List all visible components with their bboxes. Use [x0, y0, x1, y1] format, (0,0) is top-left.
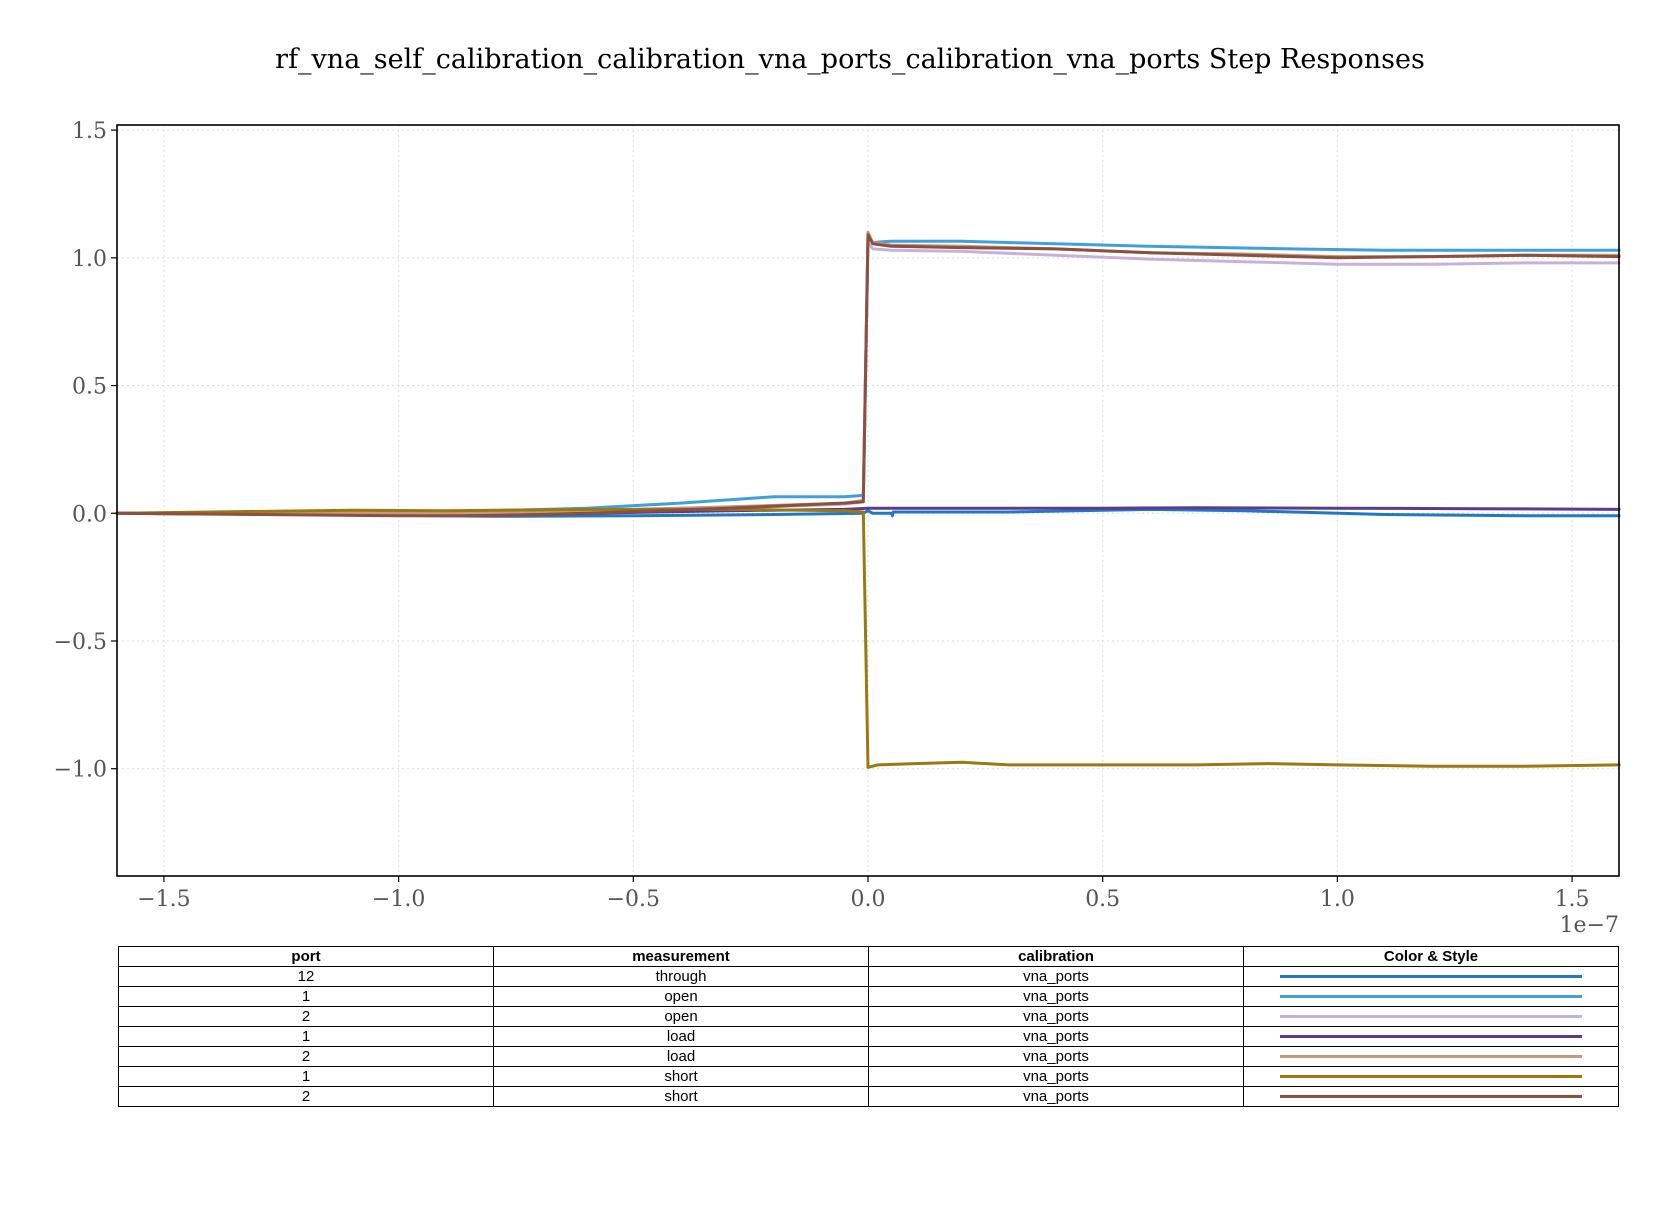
line-style-swatch — [1280, 1035, 1582, 1038]
series-lines — [115, 230, 1621, 769]
cell-port: 12 — [118, 966, 494, 987]
table-row: 1 short vna_ports — [118, 1066, 1619, 1087]
line-style-swatch — [1280, 995, 1582, 998]
axis-ticks: −1.5 −1.0 −0.5 0.0 0.5 1.0 1.5 1.5 1.0 0.5 0.0 −0.5… — [54, 119, 1590, 912]
cell-measurement: short — [493, 1086, 869, 1107]
x-tick-label: −1.0 — [372, 887, 425, 912]
header-calibration: calibration — [868, 946, 1244, 967]
series-line-5 — [115, 507, 1621, 769]
y-tick-label: −1.0 — [54, 758, 107, 783]
header-color-style: Color & Style — [1243, 946, 1619, 967]
table-row: 2 open vna_ports — [118, 1006, 1619, 1027]
table-row: 12 through vna_ports — [118, 966, 1619, 987]
y-tick-label: 1.0 — [72, 247, 107, 272]
cell-style — [1243, 1046, 1619, 1067]
series-legend-table: port measurement calibration Color & Sty… — [118, 946, 1619, 1107]
chart-title: rf_vna_self_calibration_calibration_vna_… — [275, 44, 1425, 75]
cell-calibration: vna_ports — [868, 986, 1244, 1007]
x-axis-offset-label: 1e−7 — [1560, 913, 1619, 938]
cell-measurement: open — [493, 1006, 869, 1027]
line-style-swatch — [1280, 1075, 1582, 1078]
series-line-0 — [115, 507, 1621, 518]
x-tick-label: 1.5 — [1555, 887, 1590, 912]
table-row: 1 load vna_ports — [118, 1026, 1619, 1047]
cell-calibration: vna_ports — [868, 1066, 1244, 1087]
y-tick-label: −0.5 — [54, 630, 107, 655]
cell-style — [1243, 966, 1619, 987]
y-tick-label: 0.0 — [72, 502, 107, 527]
x-tick-label: 0.5 — [1085, 887, 1120, 912]
cell-style — [1243, 1086, 1619, 1107]
step-response-chart: rf_vna_self_calibration_calibration_vna_… — [54, 44, 1621, 938]
cell-style — [1243, 1026, 1619, 1047]
table-row: 1 open vna_ports — [118, 986, 1619, 1007]
cell-measurement: short — [493, 1066, 869, 1087]
legend-header-row: port measurement calibration Color & Sty… — [118, 946, 1619, 967]
cell-calibration: vna_ports — [868, 1006, 1244, 1027]
line-style-swatch — [1280, 1015, 1582, 1018]
cell-calibration: vna_ports — [868, 1086, 1244, 1107]
x-tick-label: −1.5 — [137, 887, 190, 912]
cell-port: 1 — [118, 1026, 494, 1047]
cell-style — [1243, 1066, 1619, 1087]
cell-measurement: open — [493, 986, 869, 1007]
series-line-6 — [115, 233, 1621, 518]
y-tick-label: 1.5 — [72, 119, 107, 144]
cell-port: 2 — [118, 1046, 494, 1067]
cell-calibration: vna_ports — [868, 1026, 1244, 1047]
table-row: 2 short vna_ports — [118, 1086, 1619, 1107]
cell-port: 1 — [118, 986, 494, 1007]
header-port: port — [118, 946, 494, 967]
x-tick-label: 1.0 — [1320, 887, 1355, 912]
cell-measurement: through — [493, 966, 869, 987]
table-row: 2 load vna_ports — [118, 1046, 1619, 1067]
cell-style — [1243, 986, 1619, 1007]
cell-port: 1 — [118, 1066, 494, 1087]
line-style-swatch — [1280, 1095, 1582, 1098]
cell-measurement: load — [493, 1046, 869, 1067]
cell-calibration: vna_ports — [868, 1046, 1244, 1067]
cell-calibration: vna_ports — [868, 966, 1244, 987]
cell-port: 2 — [118, 1086, 494, 1107]
cell-style — [1243, 1006, 1619, 1027]
cell-measurement: load — [493, 1026, 869, 1047]
header-measurement: measurement — [493, 946, 869, 967]
line-style-swatch — [1280, 1055, 1582, 1058]
x-tick-label: −0.5 — [607, 887, 660, 912]
y-tick-label: 0.5 — [72, 375, 107, 400]
cell-port: 2 — [118, 1006, 494, 1027]
x-tick-label: 0.0 — [851, 887, 886, 912]
line-style-swatch — [1280, 975, 1582, 978]
